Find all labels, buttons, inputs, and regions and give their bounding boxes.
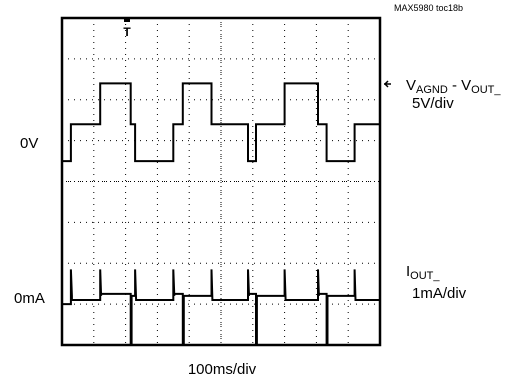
traces [62, 82, 380, 346]
grid [62, 18, 380, 345]
ch1-scale: 5V/div [412, 95, 454, 112]
ch1-ref-label: 0V [20, 135, 38, 152]
ch2-ref-label: 0mA [14, 290, 45, 307]
trace-ch1 [62, 82, 380, 163]
x-axis-label: 100ms/div [188, 361, 257, 378]
ch1-marker-arrow [384, 80, 391, 88]
figure-id: MAX5980 toc18b [394, 3, 463, 13]
ch1-label: VAGND - VOUT_ [406, 77, 501, 96]
trace-ch2 [62, 269, 380, 346]
trigger-marker: T [123, 18, 131, 39]
trigger-marker-label: T [123, 25, 131, 39]
ch2-label: IOUT_ [406, 263, 440, 282]
ch2-scale: 1mA/div [412, 285, 467, 302]
